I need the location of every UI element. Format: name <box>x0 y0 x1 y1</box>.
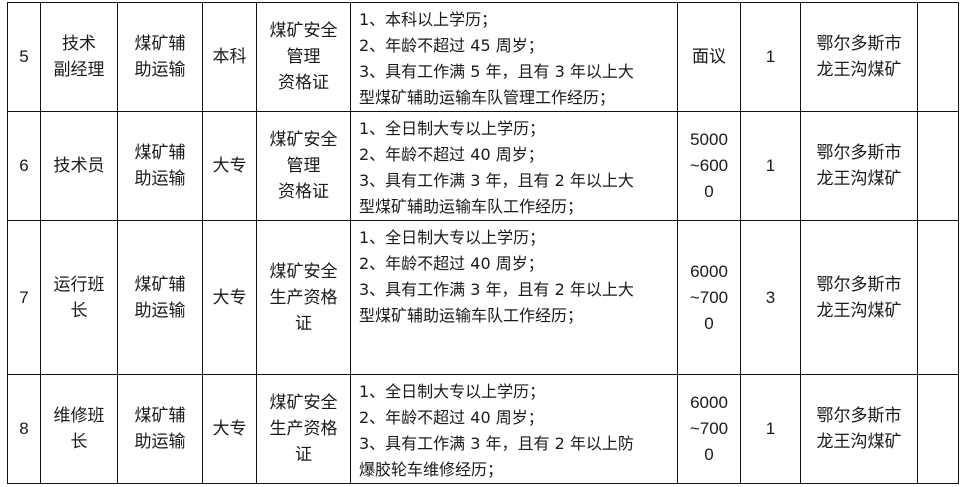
headcount: 3 <box>740 220 801 375</box>
salary: 6000 ~700 0 <box>677 220 741 375</box>
requirement-line: 2、年龄不超过 40 周岁； <box>359 254 544 273</box>
certificate: 煤矿安全 管理 资格证 <box>256 2 351 112</box>
table-row: 8 维修班 长煤矿辅 助运输 大专 煤矿安全 生产资格 证 1、全日制大专以上学历； 2、… <box>7 374 959 484</box>
certificate: 煤矿安全 生产资格 证 <box>256 220 351 375</box>
table-row: 7 运行班 长煤矿辅 助运输 大专 煤矿安全 生产资格 证 1、全日制大专以上学历； 2、… <box>7 220 959 375</box>
job-category: 煤矿辅 助运输 <box>117 220 203 375</box>
requirements: 1、本科以上学历； 2、年龄不超过 45 周岁； 3、具有工作满 5 年，且有 3 … <box>350 2 678 112</box>
work-location: 鄂尔多斯市 龙王沟煤矿 <box>800 111 918 221</box>
note <box>917 111 959 221</box>
requirement-line: 1、全日制大专以上学历； <box>359 382 546 401</box>
requirement-line: 3、具有工作满 3 年，且有 2 年以上大 <box>359 280 634 299</box>
row-number: 5 <box>7 2 41 112</box>
education-level: 本科 <box>202 2 257 112</box>
job-category: 煤矿辅 助运输 <box>117 2 203 112</box>
education-level: 大专 <box>202 220 257 375</box>
requirement-line: 爆胶轮车维修经历； <box>359 460 504 479</box>
row-number: 8 <box>7 374 41 484</box>
requirement-line: 型煤矿辅助运输车队工作经历； <box>359 197 584 216</box>
education-level: 大专 <box>202 374 257 484</box>
requirement-line: 型煤矿辅助运输车队工作经历； <box>359 306 584 325</box>
position-name: 运行班 长 <box>40 220 118 375</box>
note <box>917 374 959 484</box>
row-number: 7 <box>7 220 41 375</box>
requirement-line: 1、全日制大专以上学历； <box>359 119 546 138</box>
note <box>917 220 959 375</box>
position-name: 技术员 <box>40 111 118 221</box>
headcount: 1 <box>740 111 801 221</box>
requirement-line: 型煤矿辅助运输车队管理工作经历； <box>359 88 616 107</box>
position-name: 技术 副经理 <box>40 2 118 112</box>
row-number: 6 <box>7 111 41 221</box>
position-name: 维修班 长 <box>40 374 118 484</box>
requirement-line: 2、年龄不超过 40 周岁； <box>359 408 544 427</box>
job-category: 煤矿辅 助运输 <box>117 374 203 484</box>
requirement-line: 3、具有工作满 5 年，且有 3 年以上大 <box>359 62 634 81</box>
headcount: 1 <box>740 374 801 484</box>
work-location: 鄂尔多斯市 龙王沟煤矿 <box>800 2 918 112</box>
work-location: 鄂尔多斯市 龙王沟煤矿 <box>800 374 918 484</box>
job-table: 5 技术 副经理 煤矿辅 助运输 本科 煤矿安全 管理 资格证 1、本科以上学历； 2、年龄… <box>7 2 959 484</box>
salary: 面议 <box>677 2 741 112</box>
requirements: 1、全日制大专以上学历； 2、年龄不超过 40 周岁； 3、具有工作满 3 年，且有… <box>350 220 678 375</box>
education-level: 大专 <box>202 111 257 221</box>
requirement-line: 3、具有工作满 3 年，且有 2 年以上防 <box>359 434 634 453</box>
table-row: 5 技术 副经理 煤矿辅 助运输 本科 煤矿安全 管理 资格证 1、本科以上学历； 2、年龄… <box>7 2 959 112</box>
table-row: 6 技术员 煤矿辅 助运输 大专 煤矿安全 管理 资格证 1、全日制大专以上学历； 2、年龄… <box>7 111 959 221</box>
certificate: 煤矿安全 管理 资格证 <box>256 111 351 221</box>
requirements: 1、全日制大专以上学历； 2、年龄不超过 40 周岁； 3、具有工作满 3 年，且有… <box>350 111 678 221</box>
note <box>917 2 959 112</box>
requirement-line: 2、年龄不超过 40 周岁； <box>359 145 544 164</box>
requirement-line: 2、年龄不超过 45 周岁； <box>359 36 544 55</box>
salary: 6000 ~700 0 <box>677 374 741 484</box>
certificate: 煤矿安全 生产资格 证 <box>256 374 351 484</box>
work-location: 鄂尔多斯市 龙王沟煤矿 <box>800 220 918 375</box>
requirements: 1、全日制大专以上学历； 2、年龄不超过 40 周岁； 3、具有工作满 3 年，且有… <box>350 374 678 484</box>
job-category: 煤矿辅 助运输 <box>117 111 203 221</box>
requirement-line: 3、具有工作满 3 年，且有 2 年以上大 <box>359 171 634 190</box>
requirement-line: 1、全日制大专以上学历； <box>359 228 546 247</box>
requirement-line: 1、本科以上学历； <box>359 10 498 29</box>
salary: 5000 ~600 0 <box>677 111 741 221</box>
headcount: 1 <box>740 2 801 112</box>
